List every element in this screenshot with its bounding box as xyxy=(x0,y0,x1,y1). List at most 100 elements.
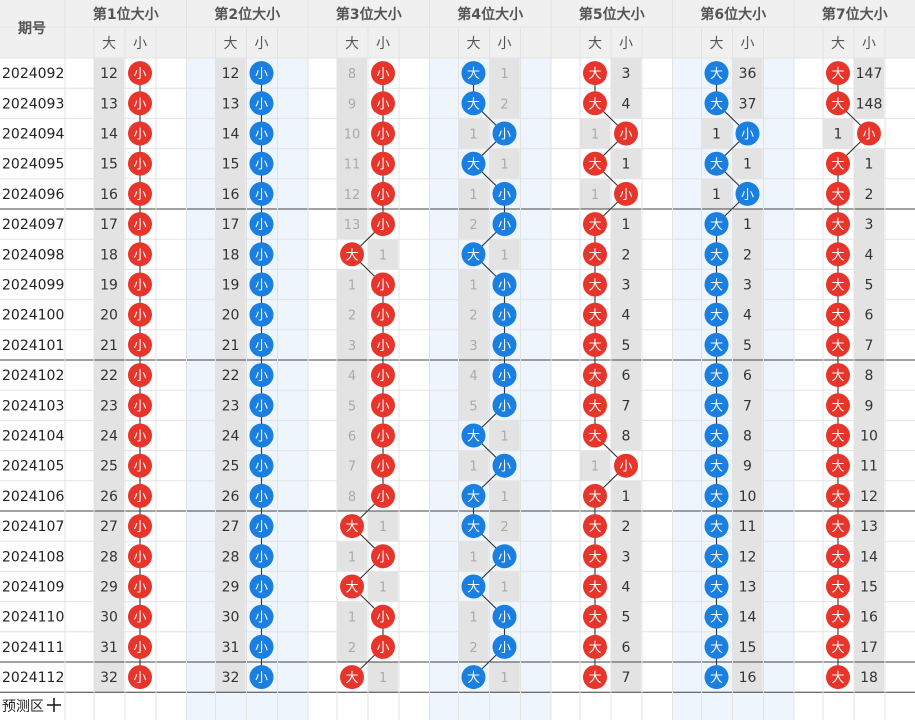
svg-text:小: 小 xyxy=(862,128,875,143)
svg-text:小: 小 xyxy=(619,460,632,475)
period-label: 2024103 xyxy=(2,398,64,414)
plus-icon[interactable] xyxy=(47,698,61,712)
trend-ball: 小 xyxy=(249,302,274,327)
omission-value: 16 xyxy=(739,670,757,686)
trend-ball: 大 xyxy=(461,514,486,539)
svg-text:小: 小 xyxy=(133,339,146,354)
omission-value: 1 xyxy=(469,128,477,143)
trend-ball: 大 xyxy=(704,91,729,116)
omission-value: 17 xyxy=(860,640,878,656)
omission-value: 2 xyxy=(500,97,508,112)
omission-value: 26 xyxy=(222,489,240,505)
svg-text:大: 大 xyxy=(710,279,723,294)
trend-ball: 大 xyxy=(461,483,486,508)
trend-ball: 小 xyxy=(371,483,395,508)
svg-text:小: 小 xyxy=(741,128,754,143)
period-label: 2024094 xyxy=(2,127,64,143)
omission-value: 5 xyxy=(622,610,631,626)
omission-value: 21 xyxy=(222,338,240,354)
svg-text:小: 小 xyxy=(133,188,146,203)
svg-text:大: 大 xyxy=(831,490,844,505)
omission-value: 9 xyxy=(865,398,874,414)
omission-value: 1 xyxy=(469,611,477,626)
trend-ball: 小 xyxy=(249,121,274,146)
svg-text:小: 小 xyxy=(741,188,754,203)
trend-ball: 小 xyxy=(128,483,152,508)
svg-text:小: 小 xyxy=(498,641,511,656)
svg-text:小: 小 xyxy=(255,520,268,535)
svg-text:小: 小 xyxy=(255,641,268,656)
svg-text:大: 大 xyxy=(831,399,844,414)
omission-value: 1 xyxy=(469,550,477,565)
svg-text:小: 小 xyxy=(376,218,389,233)
trend-ball: 大 xyxy=(583,91,607,116)
trend-ball: 小 xyxy=(128,544,152,569)
omission-value: 4 xyxy=(743,308,752,324)
trend-ball: 小 xyxy=(614,121,638,146)
svg-text:小: 小 xyxy=(376,97,389,112)
omission-value: 15 xyxy=(860,580,878,596)
svg-text:小: 小 xyxy=(255,339,268,354)
trend-ball: 大 xyxy=(461,242,486,267)
trend-ball: 大 xyxy=(340,665,364,690)
omission-value: 1 xyxy=(500,490,508,505)
svg-text:小: 小 xyxy=(255,128,268,143)
trend-ball: 小 xyxy=(371,151,395,176)
trend-ball: 大 xyxy=(826,363,850,388)
svg-text:小: 小 xyxy=(255,158,268,173)
omission-value: 7 xyxy=(865,338,874,354)
omission-value: 11 xyxy=(344,158,361,173)
omission-value: 2 xyxy=(469,218,477,233)
omission-value: 148 xyxy=(856,96,883,112)
svg-text:小: 小 xyxy=(255,369,268,384)
svg-text:大: 大 xyxy=(588,641,601,656)
omission-value: 1 xyxy=(834,127,843,143)
trend-ball: 大 xyxy=(583,272,607,297)
svg-text:大: 大 xyxy=(831,309,844,324)
trend-ball: 大 xyxy=(826,272,850,297)
trend-ball: 大 xyxy=(461,151,486,176)
omission-value: 32 xyxy=(222,670,240,686)
omission-value: 8 xyxy=(348,490,356,505)
period-header: 期号 xyxy=(18,21,46,37)
trend-ball: 大 xyxy=(704,61,729,86)
svg-text:小: 小 xyxy=(498,309,511,324)
position-header: 第5位大小 xyxy=(579,6,645,23)
trend-ball: 小 xyxy=(492,604,517,629)
period-label: 2024109 xyxy=(2,580,64,596)
omission-value: 10 xyxy=(344,128,361,143)
trend-ball: 小 xyxy=(735,181,760,206)
omission-value: 2 xyxy=(622,519,631,535)
trend-ball: 小 xyxy=(492,363,517,388)
svg-text:大: 大 xyxy=(588,611,601,626)
trend-ball: 大 xyxy=(826,423,850,448)
trend-ball: 大 xyxy=(583,61,607,86)
omission-value: 1 xyxy=(348,279,356,294)
trend-ball: 小 xyxy=(249,363,274,388)
omission-value: 12 xyxy=(860,489,878,505)
trend-ball: 小 xyxy=(128,332,152,357)
svg-text:大: 大 xyxy=(588,309,601,324)
svg-text:大: 大 xyxy=(467,248,480,263)
omission-value: 1 xyxy=(622,217,631,233)
omission-value: 31 xyxy=(100,640,118,656)
svg-text:大: 大 xyxy=(831,581,844,596)
svg-text:小: 小 xyxy=(376,158,389,173)
omission-value: 1 xyxy=(712,187,721,203)
svg-text:小: 小 xyxy=(255,279,268,294)
svg-text:小: 小 xyxy=(498,279,511,294)
period-label: 2024093 xyxy=(2,96,64,112)
trend-ball: 大 xyxy=(704,242,729,267)
omission-value: 3 xyxy=(348,339,356,354)
omission-value: 17 xyxy=(100,217,118,233)
trend-ball: 大 xyxy=(461,423,486,448)
trend-ball: 小 xyxy=(492,453,517,478)
omission-value: 18 xyxy=(222,247,240,263)
omission-value: 22 xyxy=(100,368,118,384)
omission-value: 30 xyxy=(222,610,240,626)
period-label: 2024101 xyxy=(2,338,64,354)
svg-text:小: 小 xyxy=(376,430,389,445)
omission-value: 7 xyxy=(743,398,752,414)
trend-ball: 大 xyxy=(704,272,729,297)
period-label: 2024097 xyxy=(2,217,64,233)
